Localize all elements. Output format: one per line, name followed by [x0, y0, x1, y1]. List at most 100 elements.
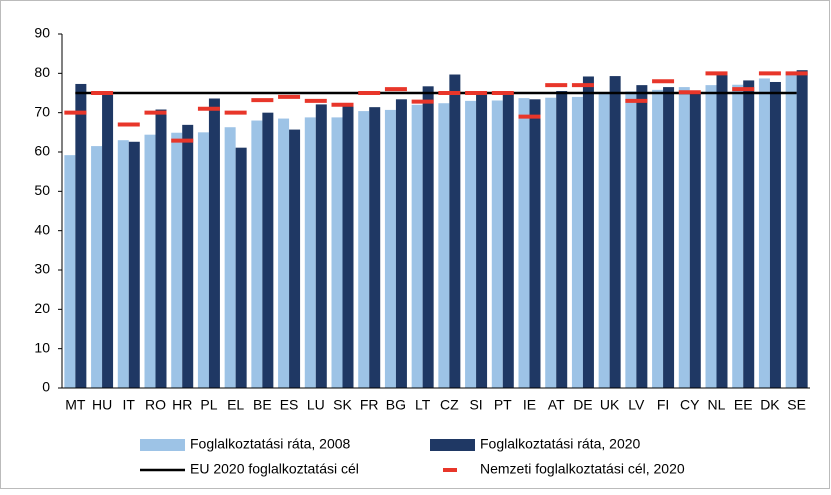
- legend-label: Foglalkoztatási ráta, 2008: [190, 436, 351, 452]
- x-tick-label: SK: [333, 397, 352, 413]
- legend-swatch: [140, 439, 185, 451]
- y-tick-label: 90: [34, 25, 50, 41]
- x-tick-label: EE: [734, 397, 753, 413]
- x-tick-label: AT: [548, 397, 565, 413]
- x-tick-label: CY: [680, 397, 700, 413]
- bar: [663, 87, 675, 388]
- x-tick-label: NL: [708, 397, 726, 413]
- y-tick-label: 60: [34, 143, 50, 159]
- bar: [758, 78, 770, 389]
- x-tick-label: PT: [494, 397, 512, 413]
- bar: [171, 132, 183, 388]
- bar: [556, 91, 568, 389]
- y-tick-label: 80: [34, 64, 50, 80]
- y-tick-label: 40: [34, 221, 50, 237]
- bar: [502, 94, 514, 389]
- bar: [224, 127, 236, 388]
- x-tick-label: UK: [600, 397, 620, 413]
- bar: [315, 104, 327, 388]
- bar: [64, 155, 76, 388]
- bar: [652, 89, 664, 388]
- x-tick-label: CZ: [440, 397, 459, 413]
- bar: [609, 76, 621, 388]
- bar: [705, 85, 717, 388]
- legend-swatch: [430, 439, 475, 451]
- bar: [465, 100, 477, 388]
- bar: [769, 81, 781, 388]
- x-tick-label: LV: [628, 397, 645, 413]
- bar: [529, 99, 541, 388]
- bar: [491, 100, 503, 389]
- bar: [678, 87, 690, 388]
- x-tick-label: DE: [573, 397, 592, 413]
- bar: [342, 105, 354, 389]
- bar: [689, 93, 701, 388]
- bar: [518, 98, 530, 388]
- x-tick-label: LU: [307, 397, 325, 413]
- y-tick-label: 30: [34, 261, 50, 277]
- x-tick-label: ES: [280, 397, 299, 413]
- y-tick-label: 70: [34, 103, 50, 119]
- x-tick-label: RO: [145, 397, 166, 413]
- bar: [155, 109, 167, 389]
- x-tick-label: IT: [123, 397, 136, 413]
- bar: [743, 80, 755, 388]
- x-tick-label: EL: [227, 397, 244, 413]
- bar: [422, 86, 434, 389]
- y-tick-label: 20: [34, 300, 50, 316]
- bar: [91, 146, 103, 388]
- bar: [411, 104, 423, 389]
- x-tick-label: DK: [760, 397, 780, 413]
- bar: [235, 147, 247, 388]
- x-tick-label: SI: [469, 397, 482, 413]
- bar: [304, 117, 316, 389]
- x-tick-label: BE: [253, 397, 272, 413]
- bar: [625, 91, 637, 388]
- bar: [208, 98, 220, 389]
- x-tick-label: FR: [360, 397, 379, 413]
- bar: [395, 99, 407, 388]
- bar: [358, 111, 370, 389]
- x-tick-label: PL: [200, 397, 217, 413]
- bar: [278, 118, 290, 389]
- bar: [182, 124, 194, 389]
- bar: [384, 109, 396, 388]
- legend-label: Foglalkoztatási ráta, 2020: [480, 436, 641, 452]
- bar: [144, 134, 156, 388]
- x-tick-label: IE: [523, 397, 536, 413]
- legend-label: Nemzeti foglalkoztatási cél, 2020: [480, 461, 685, 477]
- y-tick-label: 0: [42, 379, 50, 395]
- x-tick-label: SE: [787, 397, 806, 413]
- bar: [476, 94, 488, 388]
- bar: [251, 120, 263, 389]
- bar: [102, 93, 114, 388]
- bar: [117, 140, 129, 388]
- bar: [545, 97, 557, 388]
- x-tick-label: LT: [415, 397, 431, 413]
- x-tick-label: HR: [172, 397, 192, 413]
- bar: [197, 132, 209, 388]
- bar: [438, 103, 450, 388]
- y-tick-label: 50: [34, 182, 50, 198]
- bar: [128, 141, 140, 388]
- bar: [369, 107, 381, 388]
- bar: [262, 112, 274, 389]
- bar: [785, 71, 797, 388]
- bar: [582, 76, 594, 388]
- bar: [75, 83, 87, 388]
- bar: [331, 117, 343, 389]
- bar: [598, 92, 610, 389]
- y-tick-label: 10: [34, 339, 50, 355]
- bar: [732, 84, 744, 389]
- x-tick-label: FI: [657, 397, 669, 413]
- legend-label: EU 2020 foglalkoztatási cél: [190, 461, 359, 477]
- bar: [571, 96, 583, 388]
- x-tick-label: BG: [386, 397, 406, 413]
- bar: [796, 70, 808, 388]
- bar: [289, 129, 301, 388]
- bar: [716, 73, 728, 388]
- x-tick-label: MT: [65, 397, 86, 413]
- x-tick-label: HU: [92, 397, 112, 413]
- bar: [449, 74, 461, 388]
